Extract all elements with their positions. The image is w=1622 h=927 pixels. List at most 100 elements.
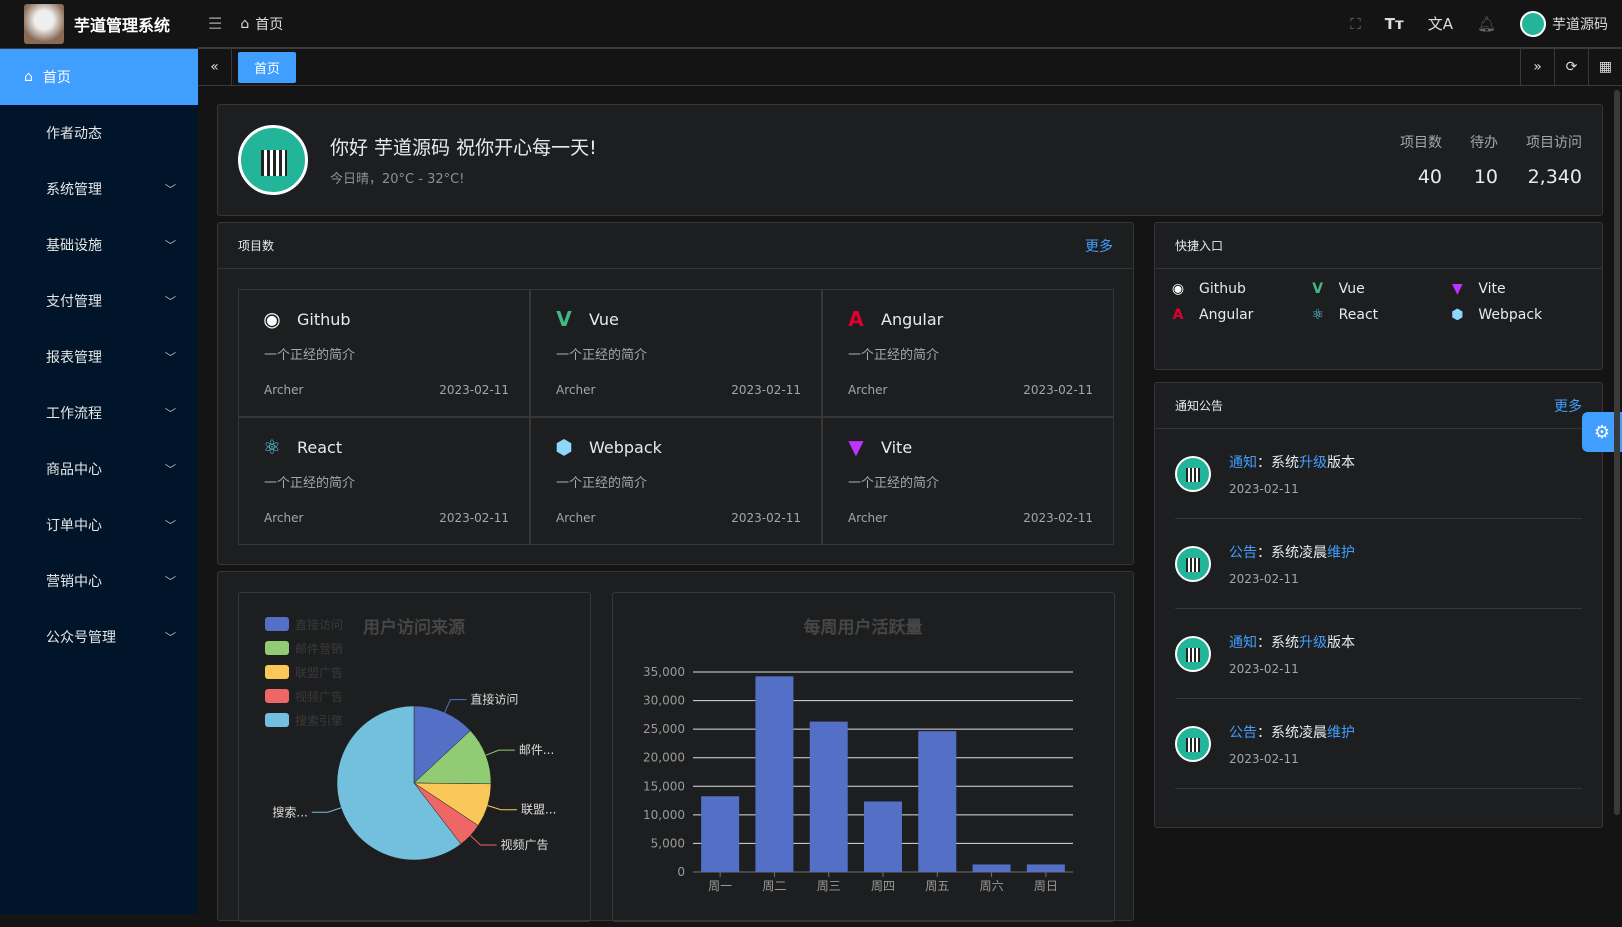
sidebar-item-label: 首页 <box>42 70 71 86</box>
angular-icon: A <box>1172 307 1184 323</box>
project-card[interactable]: ⚛ React 一个正经的简介 Archer 2023-02-11 <box>238 417 530 545</box>
pie-legend-label: 联盟广告 <box>295 666 343 680</box>
pie-slice-label: 搜索... <box>272 804 307 819</box>
user-menu[interactable]: 芋道源码 <box>1520 10 1608 37</box>
sidebar-item[interactable]: ⌂ 首页 <box>0 49 198 105</box>
quick-entry[interactable]: ◉ Github <box>1169 281 1309 297</box>
tab-menu-button[interactable]: ▦ <box>1588 49 1622 85</box>
sidebar-item[interactable]: 基础设施 ﹀ <box>0 217 198 273</box>
pie-slice-label: 邮件... <box>519 743 554 757</box>
sidebar-item[interactable]: 营销中心 ﹀ <box>0 553 198 609</box>
project-desc: 一个正经的简介 <box>264 476 356 491</box>
project-desc: 一个正经的简介 <box>848 476 940 491</box>
notice-date: 2023-02-11 <box>1229 751 1299 766</box>
breadcrumb[interactable]: ⌂ 首页 <box>240 14 283 34</box>
sidebar-item[interactable]: 订单中心 ﹀ <box>0 497 198 553</box>
notice-card: 通知公告 更多 通知：系统升级版本 2023-02-11 公告：系统凌晨维护 2023-… <box>1154 382 1603 828</box>
vite-icon: ▼ <box>1451 281 1463 297</box>
menu-toggle-icon[interactable]: ☰ <box>208 14 223 33</box>
sidebar-item-label: 系统管理 <box>46 182 102 198</box>
project-card[interactable]: ⬢ Webpack 一个正经的简介 Archer 2023-02-11 <box>530 417 822 545</box>
quick-entry[interactable]: ⬢ Webpack <box>1448 307 1588 323</box>
notice-item[interactable]: 通知：系统升级版本 2023-02-11 <box>1175 429 1582 519</box>
projects-card: 项目数 更多 ◉ Github 一个正经的简介 Archer 2023-02-11 V V… <box>217 222 1134 565</box>
pie-legend-label: 邮件营销 <box>295 642 343 656</box>
scroll-left-button[interactable]: « <box>198 49 232 85</box>
notice-item[interactable]: 通知：系统升级版本 2023-02-11 <box>1175 609 1582 699</box>
sidebar-item[interactable]: 支付管理 ﹀ <box>0 273 198 329</box>
notice-sep: ： <box>1257 544 1271 561</box>
bar <box>701 796 740 872</box>
project-author: Archer <box>264 383 304 397</box>
project-author: Archer <box>264 511 304 525</box>
notice-highlight: 升级 <box>1299 454 1327 471</box>
sidebar-item[interactable]: 工作流程 ﹀ <box>0 385 198 441</box>
pie-slice <box>413 730 492 785</box>
notice-avatar <box>1175 725 1211 762</box>
project-card[interactable]: V Vue 一个正经的简介 Archer 2023-02-11 <box>530 289 822 417</box>
project-desc: 一个正经的简介 <box>848 348 940 363</box>
project-date: 2023-02-11 <box>1023 511 1093 525</box>
bar <box>809 721 848 872</box>
project-date: 2023-02-11 <box>731 383 801 397</box>
quick-entry-label: React <box>1338 307 1379 323</box>
project-name: Github <box>297 309 351 329</box>
vue-icon: V <box>1312 281 1324 297</box>
notice-text-end: 版本 <box>1327 634 1355 651</box>
refresh-button[interactable]: ⟳ <box>1554 49 1588 85</box>
bar <box>972 864 1011 872</box>
bar-chart-box: 每周用户活跃量 0 5,000 10,000 15,000 20,000 25,000 30,… <box>612 592 1115 922</box>
chevron-down-icon: ﹀ <box>165 351 176 364</box>
notice-text: 系统凌晨 <box>1271 724 1327 741</box>
notice-avatar <box>1175 635 1211 672</box>
vite-icon: ▼ <box>848 435 864 459</box>
font-size-icon[interactable]: Tт <box>1384 14 1404 33</box>
project-card[interactable]: A Angular 一个正经的简介 Archer 2023-02-11 <box>822 289 1114 417</box>
x-tick-label: 周二 <box>762 879 786 893</box>
project-desc: 一个正经的简介 <box>556 348 648 363</box>
sidebar-item-label: 订单中心 <box>46 518 102 534</box>
projects-more-link[interactable]: 更多 <box>1085 238 1113 255</box>
scroll-right-button[interactable]: » <box>1520 49 1554 85</box>
bar-title: 每周用户活跃量 <box>804 617 923 638</box>
notice-more-link[interactable]: 更多 <box>1554 398 1582 415</box>
sidebar-item-label: 工作流程 <box>46 406 102 422</box>
pie-slice-label: 直接访问 <box>470 692 518 707</box>
pie-legend-label: 搜索引擎 <box>295 713 343 728</box>
notice-text: 系统 <box>1271 454 1299 471</box>
project-card[interactable]: ▼ Vite 一个正经的简介 Archer 2023-02-11 <box>822 417 1114 545</box>
quick-entry-label: Angular <box>1199 307 1254 323</box>
project-card[interactable]: ◉ Github 一个正经的简介 Archer 2023-02-11 <box>238 289 530 417</box>
sidebar-item[interactable]: 报表管理 ﹀ <box>0 329 198 385</box>
home-icon: ⌂ <box>240 15 250 32</box>
chevron-down-icon: ﹀ <box>165 183 176 196</box>
angular-icon: A <box>848 307 864 331</box>
notice-item[interactable]: 公告：系统凌晨维护 2023-02-11 <box>1175 699 1582 789</box>
translate-icon[interactable]: 文A <box>1427 15 1453 33</box>
project-name: Angular <box>881 309 944 329</box>
notice-text: 系统凌晨 <box>1271 544 1327 561</box>
sidebar-item[interactable]: 公众号管理 ﹀ <box>0 609 198 665</box>
github-icon: ◉ <box>263 307 281 331</box>
quick-entry[interactable]: A Angular <box>1169 307 1309 323</box>
quick-entry[interactable]: ⚛ React <box>1309 307 1449 323</box>
y-tick-label: 5,000 <box>651 836 685 850</box>
sidebar-item[interactable]: 商品中心 ﹀ <box>0 441 198 497</box>
stat-todo: 待办 10 <box>1470 135 1498 188</box>
y-tick-label: 15,000 <box>643 779 685 793</box>
logo[interactable]: 芋道管理系统 <box>0 0 198 48</box>
breadcrumb-home[interactable]: 首页 <box>255 16 284 33</box>
sidebar-item[interactable]: 系统管理 ﹀ <box>0 161 198 217</box>
chevron-down-icon: ﹀ <box>165 519 176 532</box>
notice-item[interactable]: 公告：系统凌晨维护 2023-02-11 <box>1175 519 1582 609</box>
fullscreen-icon[interactable]: ⛶ <box>1350 14 1361 33</box>
scrollbar[interactable] <box>1614 90 1620 815</box>
quick-entry[interactable]: V Vue <box>1309 281 1449 297</box>
quick-entry[interactable]: ▼ Vite <box>1448 281 1588 297</box>
tab-home[interactable]: 首页 <box>238 51 297 83</box>
x-tick-label: 周一 <box>708 879 732 893</box>
chevron-down-icon: ﹀ <box>165 239 176 252</box>
sidebar-item-label: 支付管理 <box>46 294 102 310</box>
bell-icon[interactable]: 🔔︎ <box>1476 14 1496 33</box>
sidebar-item[interactable]: 作者动态 <box>0 105 198 161</box>
